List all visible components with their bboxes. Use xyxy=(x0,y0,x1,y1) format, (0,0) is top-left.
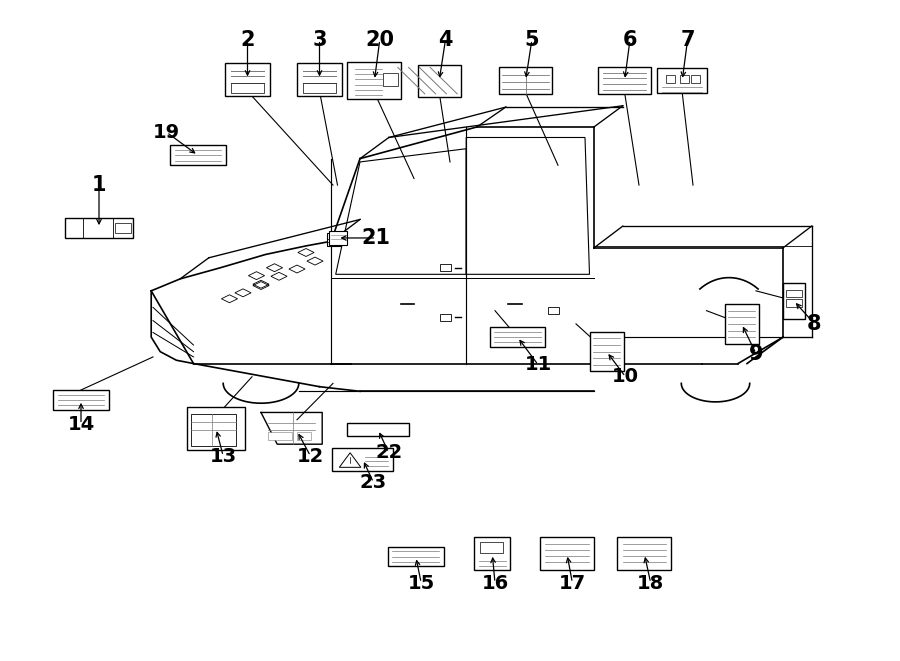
Text: 15: 15 xyxy=(408,574,435,592)
Text: 20: 20 xyxy=(365,30,394,50)
Bar xyxy=(691,75,700,83)
Bar xyxy=(598,67,651,94)
Text: 14: 14 xyxy=(68,415,94,434)
Text: 2: 2 xyxy=(240,30,255,50)
Bar xyxy=(388,547,444,566)
Bar xyxy=(297,432,311,440)
Text: 21: 21 xyxy=(362,228,391,248)
Bar xyxy=(474,537,510,570)
Bar xyxy=(231,83,264,93)
Text: 9: 9 xyxy=(749,344,763,364)
Bar xyxy=(170,145,226,165)
Bar xyxy=(66,218,133,238)
Text: 19: 19 xyxy=(153,123,180,141)
Bar xyxy=(418,65,461,97)
Bar xyxy=(783,282,806,319)
Text: 12: 12 xyxy=(297,447,324,465)
Bar xyxy=(268,432,292,440)
Bar xyxy=(332,448,393,471)
Bar xyxy=(347,423,409,436)
Text: 1: 1 xyxy=(92,175,106,195)
Bar xyxy=(303,83,336,93)
Text: 13: 13 xyxy=(210,447,237,465)
Bar xyxy=(440,314,451,321)
Text: 23: 23 xyxy=(360,473,387,492)
Bar xyxy=(786,290,802,297)
Bar xyxy=(617,537,671,570)
Bar xyxy=(297,63,342,96)
Bar xyxy=(480,542,503,553)
Bar xyxy=(191,414,236,446)
Text: 5: 5 xyxy=(525,30,539,50)
Text: 22: 22 xyxy=(375,444,402,462)
Bar xyxy=(500,67,552,94)
Bar xyxy=(347,62,401,98)
Bar xyxy=(53,390,109,410)
Bar xyxy=(187,407,245,449)
Bar xyxy=(786,299,802,307)
Text: 17: 17 xyxy=(559,574,586,592)
Text: 18: 18 xyxy=(637,574,664,592)
Bar xyxy=(327,233,341,246)
Bar xyxy=(540,537,594,570)
Text: 16: 16 xyxy=(482,574,508,592)
Bar xyxy=(440,264,451,271)
Bar xyxy=(666,75,675,83)
Bar xyxy=(548,307,559,314)
Text: 7: 7 xyxy=(680,30,695,50)
Text: 11: 11 xyxy=(525,356,552,374)
Bar xyxy=(225,63,270,96)
Text: 3: 3 xyxy=(312,30,327,50)
Bar xyxy=(657,68,707,93)
Bar xyxy=(115,223,130,233)
Bar xyxy=(590,332,624,371)
Text: 8: 8 xyxy=(807,314,822,334)
Bar xyxy=(724,304,759,344)
Bar xyxy=(383,73,398,86)
Bar xyxy=(490,327,545,347)
Text: 6: 6 xyxy=(623,30,637,50)
Text: 10: 10 xyxy=(612,368,639,386)
Text: 4: 4 xyxy=(438,30,453,50)
Bar xyxy=(328,231,346,245)
Bar xyxy=(680,75,688,83)
